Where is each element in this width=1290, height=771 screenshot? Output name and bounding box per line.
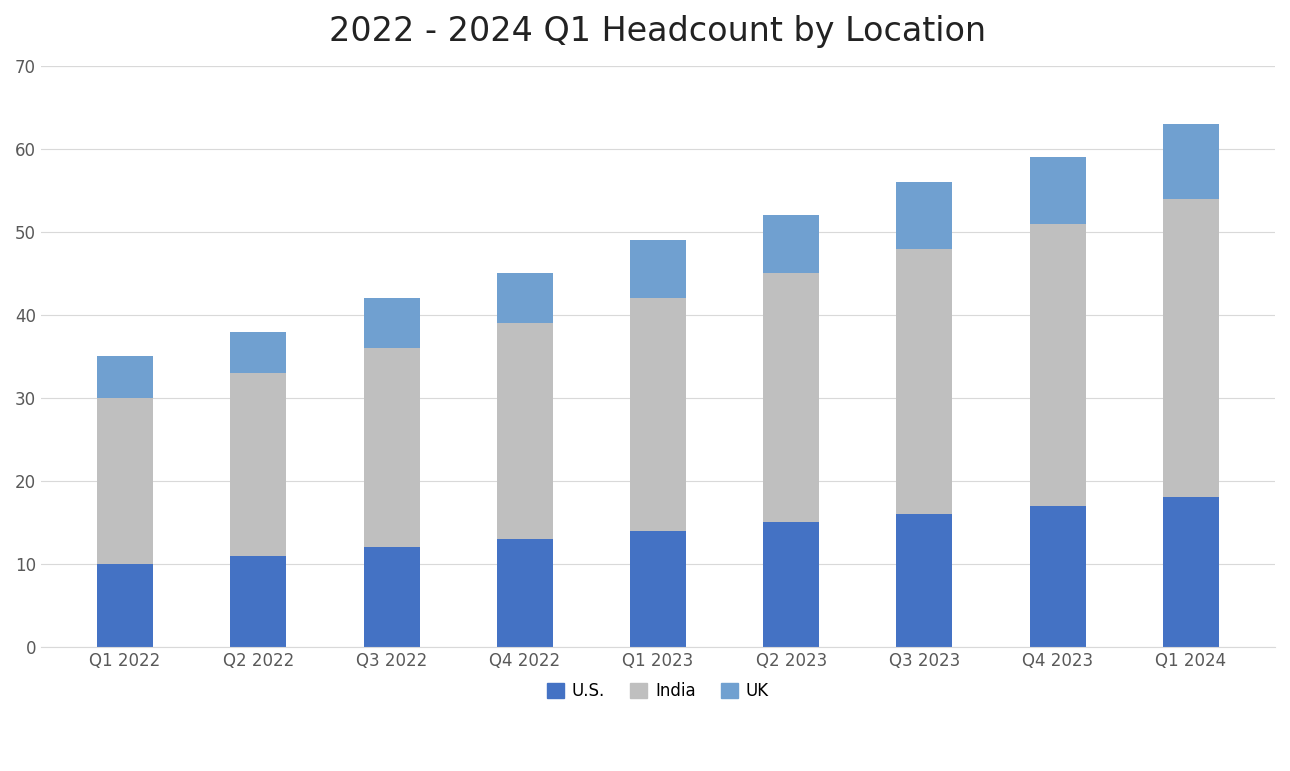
Bar: [630, 530, 686, 647]
Bar: [630, 241, 686, 298]
Bar: [1164, 124, 1219, 199]
Bar: [1164, 199, 1219, 497]
Bar: [97, 564, 154, 647]
Bar: [897, 514, 952, 647]
Bar: [364, 547, 419, 647]
Bar: [231, 556, 286, 647]
Bar: [364, 298, 419, 348]
Bar: [231, 373, 286, 556]
Bar: [897, 182, 952, 248]
Bar: [497, 274, 552, 323]
Bar: [764, 274, 819, 523]
Bar: [1029, 506, 1086, 647]
Bar: [897, 248, 952, 514]
Bar: [364, 348, 419, 547]
Bar: [97, 356, 154, 398]
Bar: [497, 539, 552, 647]
Bar: [1029, 224, 1086, 506]
Bar: [1029, 157, 1086, 224]
Bar: [97, 398, 154, 564]
Legend: U.S., India, UK: U.S., India, UK: [539, 674, 778, 709]
Bar: [630, 298, 686, 530]
Bar: [231, 332, 286, 373]
Bar: [1164, 497, 1219, 647]
Bar: [497, 323, 552, 539]
Title: 2022 - 2024 Q1 Headcount by Location: 2022 - 2024 Q1 Headcount by Location: [329, 15, 987, 48]
Bar: [764, 215, 819, 274]
Bar: [764, 523, 819, 647]
